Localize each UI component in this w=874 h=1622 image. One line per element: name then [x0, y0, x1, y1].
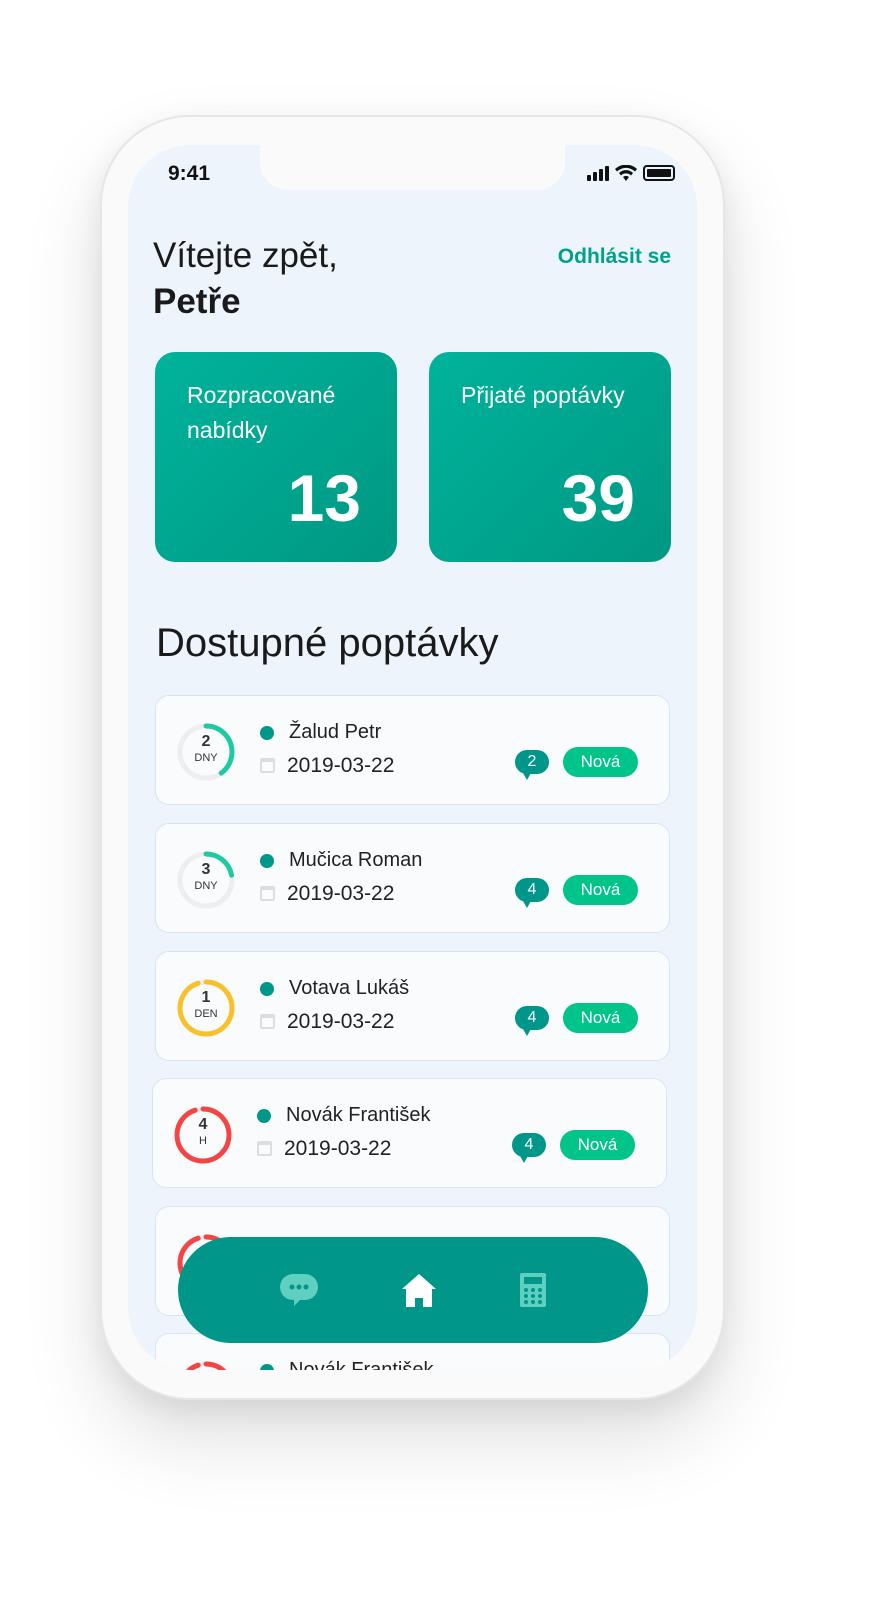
ring-progress	[174, 1106, 232, 1164]
greeting: Vítejte zpět, Petře	[153, 233, 338, 325]
chat-icon[interactable]	[280, 1274, 318, 1306]
stat-card-requests[interactable]: Přijaté poptávky 39	[429, 352, 671, 562]
request-date: 2019-03-22	[287, 754, 395, 777]
time-remaining-ring: 1 DEN	[176, 978, 236, 1038]
ring-unit: DEN	[194, 1008, 218, 1020]
status-badge: Nová	[563, 747, 638, 777]
calendar-icon	[260, 1014, 275, 1029]
status-badge: Nová	[563, 1003, 638, 1033]
home-icon[interactable]	[402, 1273, 436, 1307]
time-remaining-ring: 3 DNY	[176, 850, 236, 910]
ring-unit: DNY	[194, 880, 218, 892]
time-remaining-ring	[176, 1360, 236, 1370]
message-count-badge[interactable]: 4	[512, 1133, 546, 1163]
stat-value: 13	[287, 461, 361, 535]
logout-link[interactable]: Odhlásit se	[557, 245, 671, 268]
ring-count: 3	[201, 861, 211, 878]
calendar-icon	[257, 1141, 272, 1156]
client-name: Novák František	[289, 1359, 434, 1370]
calendar-icon	[260, 886, 275, 901]
ring-unit: DNY	[194, 752, 218, 764]
status-dot	[260, 982, 274, 996]
message-count-badge[interactable]: 2	[515, 750, 549, 780]
ring-progress	[177, 979, 235, 1037]
status-dot	[260, 854, 274, 868]
ring-count: 1	[201, 989, 211, 1006]
stat-label: Rozpracované nabídky	[187, 382, 336, 443]
time-remaining-ring: 2 DNY	[176, 722, 236, 782]
status-icons	[587, 165, 675, 181]
signal-icon	[587, 166, 609, 181]
ring-count: 2	[201, 733, 211, 750]
stat-label: Přijaté poptávky	[461, 382, 625, 408]
notch	[260, 145, 565, 190]
request-card[interactable]: 1 DEN Votava Lukáš 2019-03-22 4 Nová	[155, 951, 670, 1061]
status-badge: Nová	[563, 875, 638, 905]
greeting-text: Vítejte zpět,	[153, 236, 338, 275]
request-card[interactable]: 2 DNY Žalud Petr 2019-03-22 2 Nová	[155, 695, 670, 805]
request-card[interactable]: 3 DNY Mučica Roman 2019-03-22 4 Nová	[155, 823, 670, 933]
bottom-nav	[178, 1237, 648, 1343]
screen: 9:41 Vítejte zpět, Petře Odhlásit se Rozp…	[128, 145, 697, 1370]
status-dot	[260, 726, 274, 740]
calculator-icon[interactable]	[520, 1273, 546, 1307]
wifi-icon	[615, 165, 637, 181]
calendar-icon	[260, 758, 275, 773]
user-name: Petře	[153, 282, 241, 321]
status-dot	[257, 1109, 271, 1123]
message-count-badge[interactable]: 4	[515, 1006, 549, 1036]
request-date: 2019-03-22	[287, 882, 395, 905]
client-name: Novák František	[286, 1104, 431, 1126]
client-name: Žalud Petr	[289, 721, 382, 743]
stat-card-offers[interactable]: Rozpracované nabídky 13	[155, 352, 397, 562]
ring-progress	[177, 1361, 235, 1370]
ring-count: 4	[198, 1116, 208, 1133]
client-name: Mučica Roman	[289, 849, 423, 871]
section-title: Dostupné poptávky	[156, 621, 499, 665]
request-date: 2019-03-22	[287, 1010, 395, 1033]
ring-unit: H	[199, 1135, 207, 1147]
message-count-badge[interactable]: 4	[515, 878, 549, 908]
request-date: 2019-03-22	[284, 1137, 392, 1160]
status-badge: Nová	[560, 1130, 635, 1160]
ring-progress	[177, 723, 235, 781]
ring-progress	[177, 851, 235, 909]
stat-value: 39	[561, 461, 635, 535]
client-name: Votava Lukáš	[289, 977, 410, 999]
status-time: 9:41	[168, 162, 211, 185]
battery-icon	[643, 165, 675, 181]
status-dot	[260, 1364, 274, 1370]
